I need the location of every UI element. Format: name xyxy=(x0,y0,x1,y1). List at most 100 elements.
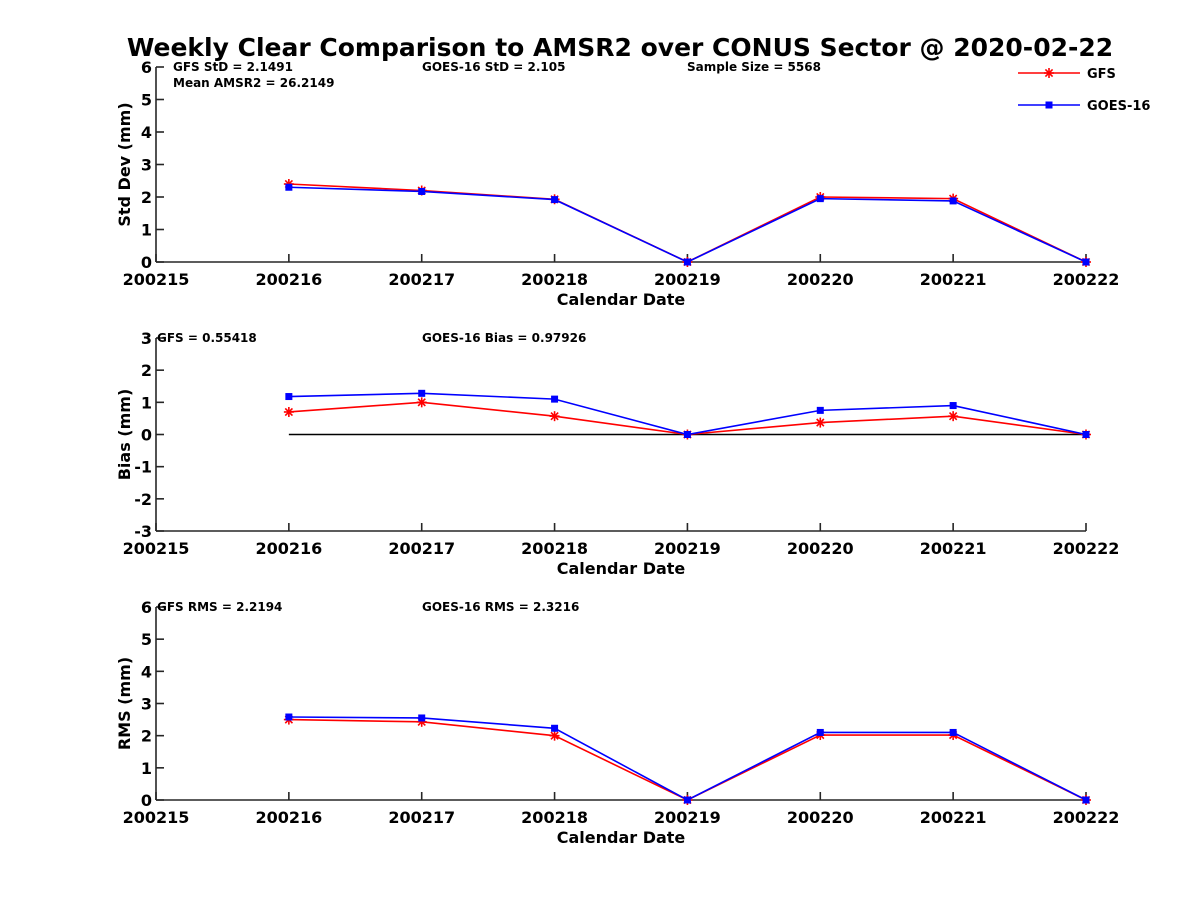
gfs-series-line xyxy=(288,718,1087,801)
gfs-data-point xyxy=(416,397,427,408)
y-tick-label: 6 xyxy=(141,598,152,617)
legend-gfs-marker xyxy=(1044,68,1054,78)
goes16-data-point xyxy=(1082,796,1090,804)
goes16-data-point xyxy=(816,728,824,736)
legend-gfs-asterisk xyxy=(1044,68,1054,78)
goes16-series-line xyxy=(288,392,1087,436)
y-tick-label: 4 xyxy=(141,662,152,681)
gfs-rms-annotation: GFS RMS = 2.2194 xyxy=(157,600,282,614)
figure-title: Weekly Clear Comparison to AMSR2 over CO… xyxy=(127,33,1113,62)
x-tick-label: 200218 xyxy=(521,539,588,558)
gfs-data-point xyxy=(815,417,826,428)
y-tick-label: 2 xyxy=(141,188,152,207)
gfs-data-point-stroke xyxy=(550,411,559,421)
x-tick-label: 200216 xyxy=(255,270,322,289)
goes16-data-point xyxy=(949,402,957,410)
y-tick-label: -3 xyxy=(134,522,152,541)
mean-amsr2-annotation: Mean AMSR2 = 26.2149 xyxy=(173,76,334,90)
y-tick-label: 3 xyxy=(141,695,152,714)
y-axis-label: RMS (mm) xyxy=(115,657,134,750)
gfs-data-point-stroke xyxy=(284,407,294,417)
y-tick-label: 5 xyxy=(141,91,152,110)
y-tick-label: 5 xyxy=(141,630,152,649)
goes16-data-point xyxy=(285,393,293,401)
x-tick-label: 200222 xyxy=(1053,270,1120,289)
goes16-data-point xyxy=(683,258,691,266)
std-annotations: GFS StD = 2.1491 Mean AMSR2 = 26.2149 GO… xyxy=(173,60,821,90)
rms-panel: 0 1 2 3 4 5 6 200215 200216 200217 200218 200219 200… xyxy=(115,598,1119,847)
x-tick-label: 200219 xyxy=(654,539,721,558)
goes16-data-point xyxy=(551,196,559,204)
y-tick-label: 6 xyxy=(141,58,152,77)
x-tick-label: 200219 xyxy=(654,808,721,827)
x-tick-label: 200219 xyxy=(654,270,721,289)
legend-gfs-label: GFS xyxy=(1087,67,1116,82)
legend-gfs-asterisk-stroke xyxy=(1044,68,1054,78)
y-tick-label: -1 xyxy=(134,458,152,477)
std-dev-panel: 0 1 2 3 4 5 6 200215 200216 200217 200218 200219 200… xyxy=(115,58,1119,309)
x-tick-label: 200215 xyxy=(123,808,190,827)
goes16-data-point xyxy=(683,431,691,438)
y-tick-label: 2 xyxy=(141,727,152,746)
x-axis-label: Calendar Date xyxy=(557,828,686,847)
goes16-rms-annotation: GOES-16 RMS = 2.3216 xyxy=(422,600,579,614)
y-tick-label: 1 xyxy=(141,393,152,412)
goes16-data-point xyxy=(285,183,293,191)
x-tick-label: 200215 xyxy=(123,270,190,289)
goes16-data-point xyxy=(1082,431,1090,438)
gfs-data-point-stroke xyxy=(417,398,426,407)
gfs-data-point-stroke xyxy=(550,731,559,740)
goes16-data-point xyxy=(285,713,293,721)
bias-panel: -3 -2 -1 0 1 2 3 200215 200216 200217 200218 200219… xyxy=(115,329,1119,578)
goes16-std-annotation: GOES-16 StD = 2.105 xyxy=(422,60,565,74)
goes16-data-point xyxy=(816,195,824,203)
x-axis-label: Calendar Date xyxy=(557,290,686,309)
gfs-data-point-stroke xyxy=(816,418,825,427)
gfs-std-annotation: GFS StD = 2.1491 xyxy=(173,60,293,74)
x-tick-label: 200217 xyxy=(388,539,455,558)
gfs-data-point xyxy=(283,406,294,417)
goes16-data-point xyxy=(1082,258,1090,266)
goes16-data-point xyxy=(418,389,426,397)
bias-annotations: GFS = 0.55418 GOES-16 Bias = 0.97926 xyxy=(157,331,586,345)
goes16-data-point xyxy=(551,724,559,732)
y-tick-label: 0 xyxy=(141,253,152,272)
goes16-bias-annotation: GOES-16 Bias = 0.97926 xyxy=(422,331,586,345)
y-axis-label: Std Dev (mm) xyxy=(115,102,134,226)
goes16-data-point xyxy=(949,728,957,736)
x-tick-label: 200222 xyxy=(1053,539,1120,558)
x-tick-label: 200220 xyxy=(787,270,854,289)
x-tick-label: 200215 xyxy=(123,539,190,558)
y-tick-label: 1 xyxy=(141,221,152,240)
gfs-bias-annotation: GFS = 0.55418 xyxy=(157,331,257,345)
x-tick-label: 200222 xyxy=(1053,808,1120,827)
x-tick-label: 200220 xyxy=(787,539,854,558)
legend-goes16-label: GOES-16 xyxy=(1087,99,1150,114)
legend-goes16-marker xyxy=(1045,101,1053,109)
x-tick-label: 200217 xyxy=(388,270,455,289)
gfs-data-point xyxy=(549,411,560,422)
goes16-data-point xyxy=(949,197,957,205)
goes16-data-point xyxy=(418,187,426,195)
gfs-data-point xyxy=(948,411,959,422)
x-tick-label: 200216 xyxy=(255,539,322,558)
y-axis-label: Bias (mm) xyxy=(115,389,134,481)
x-tick-label: 200221 xyxy=(920,808,987,827)
goes16-data-point xyxy=(551,395,559,403)
gfs-series-line xyxy=(288,183,1087,263)
x-tick-label: 200221 xyxy=(920,539,987,558)
y-tick-label: 4 xyxy=(141,123,152,142)
goes16-data-point xyxy=(816,406,824,414)
x-tick-label: 200221 xyxy=(920,270,987,289)
legend: GFS GOES-16 xyxy=(1018,67,1150,114)
x-tick-label: 200218 xyxy=(521,808,588,827)
x-axis-label: Calendar Date xyxy=(557,559,686,578)
goes16-data-point xyxy=(683,796,691,804)
x-tick-label: 200218 xyxy=(521,270,588,289)
x-tick-label: 200220 xyxy=(787,808,854,827)
goes16-data-point xyxy=(418,714,426,722)
rms-annotations: GFS RMS = 2.2194 GOES-16 RMS = 2.3216 xyxy=(157,600,579,614)
y-tick-label: 1 xyxy=(141,759,152,778)
y-tick-label: 0 xyxy=(141,426,152,445)
